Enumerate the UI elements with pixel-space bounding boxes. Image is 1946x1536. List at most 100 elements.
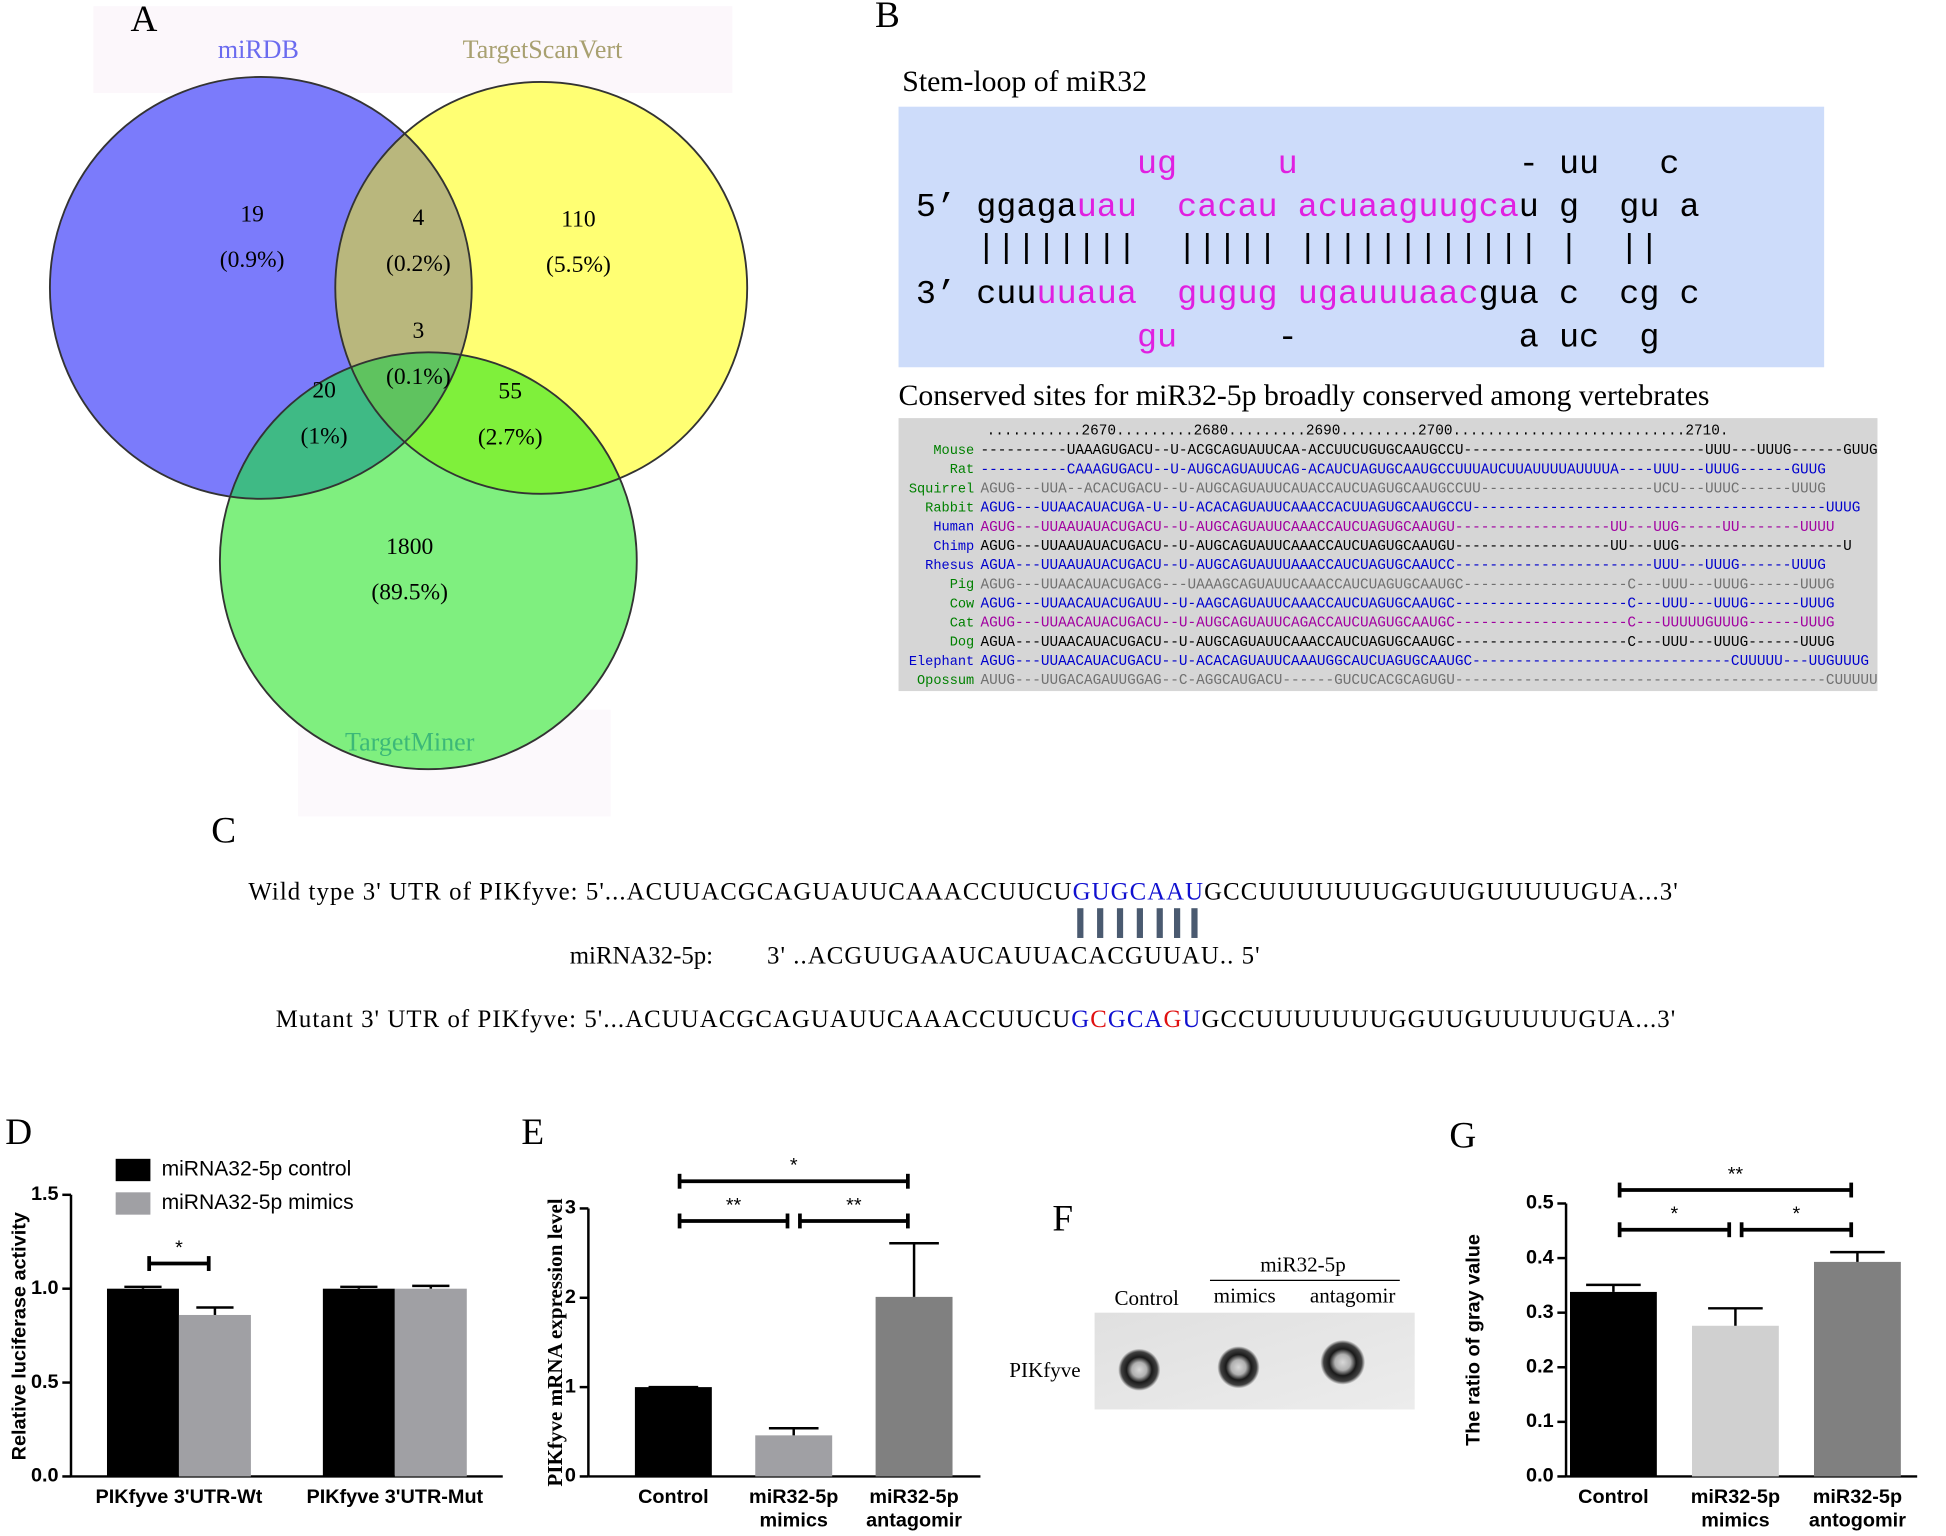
- significance-label: *: [175, 1237, 183, 1259]
- sequence-segment: U: [1182, 1006, 1200, 1033]
- bar: [106, 1288, 179, 1477]
- region-percent: (0.1%): [386, 364, 451, 390]
- significance-label: *: [1793, 1203, 1801, 1225]
- x-tick-label: antagomir: [866, 1509, 962, 1531]
- set-label: TargetScanVert: [463, 35, 623, 64]
- region-count: 55: [498, 379, 522, 405]
- venn-outline: [218, 351, 638, 771]
- sequence-segment: u: [1177, 146, 1298, 184]
- bar: [1813, 1261, 1901, 1477]
- y-tick-label: 2: [565, 1286, 576, 1308]
- region-percent: (0.9%): [220, 247, 285, 273]
- sequence-segment: 5’ ggaga: [916, 189, 1077, 227]
- bar: [755, 1435, 833, 1477]
- region-percent: (0.2%): [386, 251, 451, 277]
- sequence-segment: -: [1177, 319, 1298, 357]
- x-tick-label: miR32-5p: [1691, 1486, 1780, 1508]
- x-tick-label: PIKfyve 3'UTR-Wt: [96, 1486, 263, 1508]
- lane-label: Control: [1114, 1286, 1179, 1310]
- sequence-segment: u g gu a: [1519, 189, 1700, 227]
- region-count: 110: [561, 206, 595, 232]
- region-count: 1800: [386, 534, 433, 560]
- sequence-segment: ug: [916, 146, 1177, 184]
- panel-letter: A: [131, 0, 158, 40]
- x-tick-label: miR32-5p: [869, 1486, 958, 1508]
- sequence-segment: |||||||| ||||| |||||||||||| | ||: [916, 230, 1659, 268]
- significance-label: **: [846, 1194, 862, 1216]
- y-tick-label: 0.3: [1526, 1301, 1554, 1323]
- venn-region: [335, 352, 637, 494]
- sequence-line: miRNA32-5p:: [570, 943, 713, 970]
- sequence-segment: Mutant 3' UTR of PIKfyve: 5'...ACUUACGCA…: [276, 1006, 1071, 1033]
- significance-label: **: [726, 1194, 742, 1216]
- panel-letter: C: [211, 810, 236, 851]
- region-count: 20: [312, 377, 336, 403]
- alignment-ruler: ...........2670.........2680.........269…: [987, 423, 1729, 439]
- species-name: Dog: [950, 636, 975, 651]
- stem-loop-row: |||||||| ||||| |||||||||||| | ||: [916, 230, 1659, 268]
- sequence-segment: G: [1071, 1006, 1089, 1033]
- blot-dot: [1118, 1348, 1161, 1391]
- y-tick-label: 0.5: [31, 1371, 59, 1393]
- sequence-segment: GUGCAAU: [1073, 878, 1204, 905]
- sequence-segment: uau: [1077, 189, 1137, 227]
- sequence-line: Wild type 3' UTR of PIKfyve: 5'...ACUUAC…: [248, 878, 1677, 905]
- species-name: Rhesus: [925, 559, 974, 574]
- species-name: Rabbit: [925, 501, 974, 516]
- sequence-segment: G: [1163, 1006, 1181, 1033]
- species-name: Rat: [950, 463, 975, 478]
- group-label: miR32-5p: [1260, 1253, 1346, 1277]
- y-tick-label: 3: [565, 1197, 576, 1219]
- stem-loop-box: [898, 106, 1825, 368]
- sequence-segment: 3’ cuu: [916, 276, 1037, 314]
- sequence-segment: GCCUUUUUUUGGUUGUUUUUGUA...3': [1204, 878, 1678, 905]
- species-sequence: AGUG---UUAACAUACUGACU--U-AUGCAGUAUUCAGAC…: [980, 616, 1834, 632]
- panel-letter: B: [875, 0, 900, 36]
- y-axis-label: PIKfyve mRNA expression level: [543, 1198, 567, 1486]
- sequence-segment: ugauuuaac: [1278, 276, 1479, 314]
- species-name: Cat: [950, 617, 975, 632]
- bar: [634, 1387, 712, 1477]
- stem-loop-row: ug u - uu c: [916, 146, 1680, 184]
- region-count: 19: [240, 201, 264, 227]
- legend-swatch: [115, 1192, 151, 1215]
- species-name: Squirrel: [909, 482, 974, 497]
- sequence-segment: C: [1090, 1006, 1107, 1033]
- panel-letter: F: [1052, 1199, 1073, 1240]
- species-sequence: AUUG---UUGACAGAUUGGAG--C-AGGCAUGACU-----…: [980, 673, 1877, 689]
- y-tick-label: 1.5: [31, 1183, 59, 1205]
- x-tick-label: Control: [1578, 1486, 1649, 1508]
- sequence-segment: acuaaguugca: [1278, 189, 1519, 227]
- significance-label: **: [1728, 1163, 1744, 1185]
- x-tick-label: Control: [638, 1486, 709, 1508]
- legend-swatch: [115, 1158, 151, 1182]
- species-name: Chimp: [933, 540, 974, 555]
- y-tick-label: 0.1: [1526, 1410, 1554, 1432]
- bar: [394, 1288, 467, 1477]
- species-sequence: AGUG---UUAACAUACUGACU--U-ACACAGUAUUCAAAU…: [980, 654, 1869, 670]
- y-tick-label: 1: [565, 1375, 576, 1397]
- species-sequence: ----------UAAAGUGACU--U-ACGCAGUAUUCAA-AC…: [980, 443, 1877, 459]
- bar: [1569, 1291, 1657, 1477]
- x-tick-label: PIKfyve 3'UTR-Mut: [306, 1486, 483, 1508]
- panel-letter: G: [1449, 1116, 1476, 1157]
- lane-label: antagomir: [1310, 1284, 1395, 1308]
- region-percent: (89.5%): [371, 580, 448, 606]
- y-tick-label: 0.0: [31, 1465, 59, 1487]
- sequence-segment: Wild type 3' UTR of PIKfyve: 5'...ACUUAC…: [248, 878, 1071, 905]
- x-tick-label: mimics: [760, 1509, 828, 1531]
- bar: [1691, 1325, 1779, 1477]
- species-sequence: AGUA---UUAACAUACUGACU--U-AUGCAGUAUUCAAAC…: [980, 635, 1834, 651]
- sequence-segment: gugug: [1137, 276, 1278, 314]
- species-sequence: AGUA---UUAAUAUACUGACU--U-AUGCAGUAUUUAAAC…: [980, 558, 1825, 574]
- alignment-box: [898, 418, 1878, 692]
- sequence-segment: GCA: [1108, 1006, 1163, 1033]
- species-sequence: AGUG---UUAACAUACUGAUU--U-AAGCAGUAUUCAAAC…: [980, 597, 1834, 613]
- species-name: Mouse: [933, 444, 974, 459]
- target-label: PIKfyve: [1009, 1358, 1080, 1382]
- significance-label: *: [790, 1155, 798, 1177]
- y-tick-label: 1.0: [31, 1277, 59, 1299]
- stem-loop-title: Stem-loop of miR32: [902, 65, 1147, 98]
- y-tick-label: 0.2: [1526, 1356, 1554, 1378]
